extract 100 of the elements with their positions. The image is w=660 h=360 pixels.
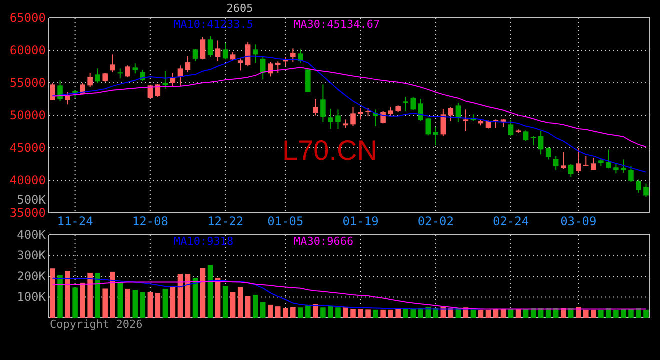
bar	[621, 309, 626, 318]
candlestick	[222, 42, 228, 60]
y-tick-label: 55000	[10, 76, 46, 90]
candlestick	[290, 48, 296, 63]
text: MA30:9666	[294, 235, 354, 248]
bar	[72, 288, 78, 318]
annotation: L70.CN	[282, 135, 378, 166]
candlestick	[560, 152, 566, 170]
candlestick	[403, 96, 408, 112]
candlestick	[358, 108, 364, 120]
bar	[238, 287, 244, 318]
candlestick	[418, 98, 424, 122]
bar	[268, 304, 274, 318]
bar	[328, 306, 334, 318]
candlestick	[328, 108, 334, 130]
bar	[336, 308, 341, 318]
candlestick	[200, 36, 206, 60]
y-tick-label: 45000	[10, 140, 46, 155]
text: 500K	[17, 193, 47, 207]
line-series	[52, 281, 647, 310]
bar	[350, 309, 356, 318]
bar	[644, 310, 649, 318]
candlestick	[380, 110, 386, 124]
candlestick	[568, 164, 574, 178]
bar	[148, 292, 154, 318]
bar	[366, 310, 371, 318]
bar	[192, 278, 198, 318]
candlestick	[440, 108, 446, 137]
bar	[388, 310, 394, 318]
bar	[298, 308, 304, 318]
candlestick	[644, 183, 649, 198]
bar	[208, 265, 214, 318]
candlestick	[238, 57, 244, 72]
y-tick-label: 50000	[10, 108, 46, 122]
candlestick	[125, 65, 131, 78]
bar	[343, 308, 348, 318]
candlestick	[65, 92, 70, 106]
candlestick	[628, 166, 634, 183]
bar	[276, 306, 281, 318]
candlestick	[132, 63, 138, 74]
x-tick-label: 03-09	[560, 214, 597, 229]
candlestick	[456, 102, 462, 123]
bar	[110, 272, 116, 318]
annotation: Copyright 2026	[50, 318, 143, 331]
bar	[478, 310, 484, 318]
candlestick	[298, 49, 304, 64]
chart-title: 2605	[226, 2, 254, 15]
candlestick	[185, 56, 191, 73]
candlestick	[102, 72, 108, 83]
x-tick-label: 01-05	[268, 214, 304, 229]
candlestick	[306, 68, 311, 93]
bar	[58, 275, 63, 318]
candlestick	[508, 120, 514, 137]
bar	[306, 304, 311, 318]
y-tick-label: 35000	[10, 206, 46, 220]
candlestick	[58, 80, 63, 102]
bar	[245, 296, 251, 318]
candlestick	[546, 146, 552, 160]
bar	[178, 274, 184, 318]
bar	[125, 288, 131, 318]
bar	[50, 268, 56, 318]
candlestick	[636, 179, 642, 194]
bar	[576, 307, 582, 318]
candlestick	[192, 48, 198, 62]
bar	[380, 310, 386, 318]
bar	[320, 308, 326, 318]
bar	[313, 304, 318, 318]
candlestick	[320, 84, 326, 123]
candlestick	[350, 106, 356, 127]
candlestick	[614, 162, 619, 174]
text: MA10:41233.5	[174, 18, 254, 31]
candlestick	[50, 82, 56, 101]
bar	[591, 310, 596, 318]
y-tick-label: 40000	[10, 173, 46, 188]
line-series	[52, 278, 482, 310]
bar	[65, 271, 70, 318]
candlestick	[95, 68, 100, 84]
candlestick	[313, 98, 318, 116]
bar	[486, 310, 492, 318]
x-tick-label: 02-02	[418, 214, 454, 229]
candlestick	[215, 40, 221, 62]
candlestick	[162, 70, 168, 90]
bar	[598, 310, 604, 318]
bar	[410, 309, 416, 318]
y-tick-label: 400K	[17, 228, 47, 242]
bar	[185, 274, 191, 318]
bar	[102, 288, 108, 318]
bar	[584, 310, 589, 318]
candlestick	[584, 156, 589, 167]
bar	[260, 302, 266, 318]
bar	[118, 282, 123, 318]
bar	[230, 292, 236, 318]
candlestick	[410, 96, 416, 111]
y-tick-label: 200K	[17, 269, 47, 284]
text: MA30:45134.67	[294, 18, 380, 31]
bar	[88, 272, 93, 318]
y-tick-label: 300K	[17, 248, 47, 263]
candlestick	[155, 83, 161, 98]
bar	[162, 288, 168, 318]
candlestick	[621, 159, 626, 174]
